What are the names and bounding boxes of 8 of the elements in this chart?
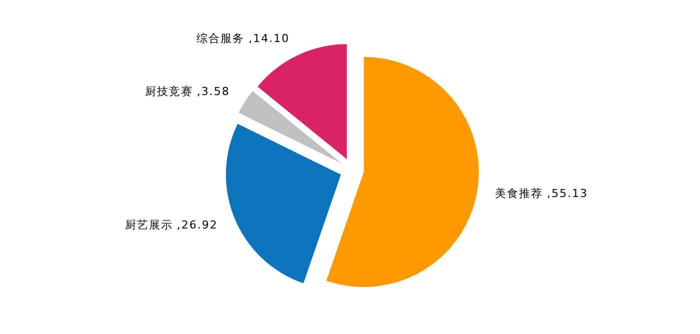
slice-label: 美食推荐 (495, 186, 544, 200)
data-label: ,55.13 (547, 186, 588, 200)
slice-label: 厨艺展示 (124, 218, 173, 232)
data-label: ,26.92 (176, 218, 218, 232)
slice-label: 厨技竞赛 (144, 84, 193, 98)
slice-label: 综合服务 (196, 32, 245, 46)
data-label: ,14.10 (248, 32, 290, 46)
data-label: ,3.58 (196, 84, 230, 98)
